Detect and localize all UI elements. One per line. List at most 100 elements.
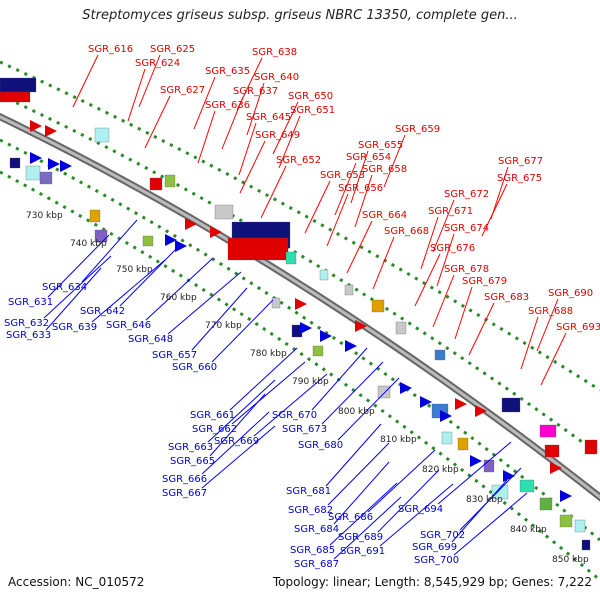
gene-label-upper[interactable]: SGR_690: [548, 288, 593, 299]
gene-label-lower[interactable]: SGR_684: [294, 524, 339, 535]
gene-label-lower[interactable]: SGR_660: [172, 362, 217, 373]
gene-feature[interactable]: [519, 479, 535, 493]
gene-label-upper[interactable]: SGR_651: [290, 105, 335, 116]
gene-feature[interactable]: [483, 459, 495, 473]
gene-label-upper[interactable]: SGR_659: [395, 124, 440, 135]
gene-label-upper[interactable]: SGR_627: [160, 85, 205, 96]
gene-feature[interactable]: [539, 497, 553, 511]
gene-feature[interactable]: [319, 269, 329, 281]
gene-arrow[interactable]: [175, 240, 187, 252]
gene-label-upper[interactable]: SGR_650: [288, 91, 333, 102]
gene-arrow[interactable]: [295, 298, 307, 310]
gene-label-lower[interactable]: SGR_673: [282, 424, 327, 435]
gene-label-lower[interactable]: SGR_666: [162, 474, 207, 485]
gene-feature[interactable]: [285, 251, 297, 265]
gene-arrow[interactable]: [45, 125, 57, 137]
gene-label-upper[interactable]: SGR_624: [135, 58, 180, 69]
gene-label-upper[interactable]: SGR_637: [233, 86, 278, 97]
gene-feature[interactable]: [9, 157, 21, 169]
gene-label-upper[interactable]: SGR_677: [498, 156, 543, 167]
gene-label-upper[interactable]: SGR_636: [205, 100, 250, 111]
gene-label-lower[interactable]: SGR_681: [286, 486, 331, 497]
gene-label-lower[interactable]: SGR_685: [290, 545, 335, 556]
gene-feature[interactable]: [584, 439, 598, 455]
gene-label-lower[interactable]: SGR_657: [152, 350, 197, 361]
gene-feature[interactable]: [39, 171, 53, 185]
gene-label-upper[interactable]: SGR_664: [362, 210, 407, 221]
gene-label-upper[interactable]: SGR_671: [428, 206, 473, 217]
gene-label-upper[interactable]: SGR_625: [150, 44, 195, 55]
gene-feature[interactable]: [434, 349, 446, 361]
gene-feature[interactable]: [441, 431, 453, 445]
gene-label-lower[interactable]: SGR_670: [272, 410, 317, 421]
gene-feature[interactable]: [227, 237, 289, 261]
gene-label-upper[interactable]: SGR_658: [362, 164, 407, 175]
gene-label-lower[interactable]: SGR_633: [6, 330, 51, 341]
gene-arrow[interactable]: [550, 462, 562, 474]
gene-arrow[interactable]: [48, 158, 60, 170]
gene-label-lower[interactable]: SGR_694: [398, 504, 443, 515]
gene-label-lower[interactable]: SGR_669: [214, 436, 259, 447]
gene-feature[interactable]: [395, 321, 407, 335]
gene-label-upper[interactable]: SGR_616: [88, 44, 133, 55]
gene-label-upper[interactable]: SGR_645: [246, 112, 291, 123]
gene-arrow[interactable]: [475, 405, 487, 417]
gene-label-upper[interactable]: SGR_683: [484, 292, 529, 303]
gene-label-lower[interactable]: SGR_667: [162, 488, 207, 499]
gene-arrow[interactable]: [165, 234, 177, 246]
gene-label-lower[interactable]: SGR_686: [328, 512, 373, 523]
gene-label-lower[interactable]: SGR_682: [288, 505, 333, 516]
gene-feature[interactable]: [214, 204, 234, 220]
gene-feature[interactable]: [457, 437, 469, 451]
gene-label-upper[interactable]: SGR_655: [358, 140, 403, 151]
gene-label-upper[interactable]: SGR_679: [462, 276, 507, 287]
gene-label-upper[interactable]: SGR_656: [338, 183, 383, 194]
gene-label-upper[interactable]: SGR_672: [444, 189, 489, 200]
gene-arrow[interactable]: [470, 455, 482, 467]
gene-label-upper[interactable]: SGR_674: [444, 223, 489, 234]
gene-label-upper[interactable]: SGR_640: [254, 72, 299, 83]
gene-label-upper[interactable]: SGR_635: [205, 66, 250, 77]
gene-arrow[interactable]: [560, 490, 572, 502]
gene-arrow[interactable]: [345, 340, 357, 352]
gene-label-lower[interactable]: SGR_631: [8, 297, 53, 308]
gene-label-lower[interactable]: SGR_691: [340, 546, 385, 557]
gene-label-lower[interactable]: SGR_687: [294, 559, 339, 570]
gene-label-lower[interactable]: SGR_699: [412, 542, 457, 553]
gene-feature[interactable]: [94, 127, 110, 143]
gene-feature[interactable]: [559, 514, 573, 528]
gene-label-upper[interactable]: SGR_688: [528, 306, 573, 317]
gene-label-lower[interactable]: SGR_632: [4, 318, 49, 329]
gene-label-upper[interactable]: SGR_675: [497, 173, 542, 184]
gene-label-lower[interactable]: SGR_642: [80, 306, 125, 317]
gene-feature[interactable]: [164, 174, 176, 188]
gene-feature[interactable]: [0, 91, 31, 103]
gene-label-upper[interactable]: SGR_649: [255, 130, 300, 141]
gene-feature[interactable]: [544, 444, 560, 458]
gene-feature[interactable]: [25, 165, 41, 181]
gene-label-upper[interactable]: SGR_638: [252, 47, 297, 58]
gene-label-lower[interactable]: SGR_665: [170, 456, 215, 467]
gene-feature[interactable]: [89, 209, 101, 223]
gene-label-upper[interactable]: SGR_668: [384, 226, 429, 237]
gene-label-upper[interactable]: SGR_678: [444, 264, 489, 275]
gene-arrow[interactable]: [455, 398, 467, 410]
gene-feature[interactable]: [574, 519, 586, 533]
gene-feature[interactable]: [312, 345, 324, 357]
gene-feature[interactable]: [371, 299, 385, 313]
gene-label-upper[interactable]: SGR_654: [346, 152, 391, 163]
gene-label-upper[interactable]: SGR_652: [276, 155, 321, 166]
gene-feature[interactable]: [94, 229, 108, 243]
gene-arrow[interactable]: [60, 160, 72, 172]
gene-arrow[interactable]: [503, 470, 515, 482]
gene-arrow[interactable]: [440, 410, 452, 422]
gene-arrow[interactable]: [185, 218, 197, 230]
gene-feature[interactable]: [377, 385, 391, 399]
gene-label-lower[interactable]: SGR_634: [42, 282, 87, 293]
gene-feature[interactable]: [142, 235, 154, 247]
gene-label-lower[interactable]: SGR_702: [420, 530, 465, 541]
gene-label-lower[interactable]: SGR_689: [338, 532, 383, 543]
gene-arrow[interactable]: [30, 152, 42, 164]
gene-arrow[interactable]: [300, 322, 312, 334]
